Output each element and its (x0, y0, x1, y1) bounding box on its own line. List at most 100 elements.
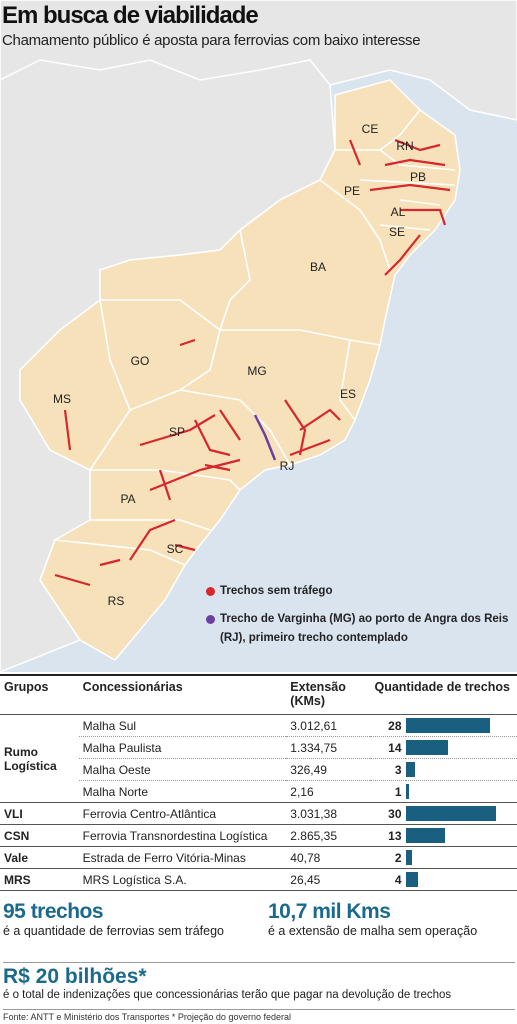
bar-cell (405, 736, 517, 759)
state-borders (54, 109, 456, 566)
state-labels: CE RN PB PE AL SE BA GO MG MS ES SP RJ PA SC RS (53, 122, 426, 608)
bar-cell (405, 868, 517, 891)
column-header: Extensão (KMs) (286, 675, 371, 715)
group-name: Vale (0, 846, 79, 869)
quantidade: 13 (370, 824, 406, 847)
legend-label: Trechos sem tráfego (220, 585, 333, 597)
total-text: é o total de indenizações que concession… (3, 989, 452, 1001)
highlight-text: é a quantidade de ferrovias sem tráfego (3, 924, 224, 938)
table-row: MRS MRS Logística S.A. 26,45 4 (0, 868, 517, 891)
table-row: Vale Estrada de Ferro Vitória-Minas 40,78 2 (0, 846, 517, 869)
quantidade: 3 (370, 758, 406, 781)
quantidade: 1 (370, 780, 406, 803)
extensao: 1.334,75 (286, 736, 371, 759)
highlight-value: 10,7 mil Kms (268, 900, 391, 923)
bar-cell (405, 846, 517, 869)
legend-label: Trecho de Varginha (MG) ao porto de Angr… (220, 613, 509, 644)
legend-swatch (206, 615, 215, 624)
state-label: RS (108, 594, 125, 608)
table-header: Grupos Concessionárias Extensão (KMs) Quant… (0, 675, 517, 715)
extensao: 2,16 (286, 780, 371, 803)
highlight: 95 trechos é a quantidade de ferrovias se… (3, 900, 224, 938)
state-label: RN (396, 139, 413, 153)
subtitle: Chamamento público é aposta para ferrovi… (2, 32, 421, 49)
table-row: VLI Ferrovia Centro-Atlântica 3.031,38 30 (0, 802, 517, 825)
bar (405, 806, 496, 821)
extensao: 3.031,38 (286, 802, 371, 825)
extensao: 3.012,61 (286, 714, 371, 737)
quantidade: 30 (370, 802, 406, 825)
table: Grupos Concessionárias Extensão (KMs) Quant… (0, 674, 517, 891)
state-label: RJ (280, 459, 295, 473)
bar-cell (405, 780, 517, 803)
column-header: Concessionárias (78, 675, 287, 715)
total: R$ 20 bilhões* é o total de indenizações … (3, 962, 515, 1001)
title: Em busca de viabilidade (2, 2, 259, 29)
highlight: 10,7 mil Kms é a extensão de malha sem op… (268, 900, 477, 938)
column-header: Grupos (0, 675, 79, 715)
bar-cell (405, 824, 517, 847)
bar (405, 784, 409, 799)
table-row: Rumo Logística Malha Sul 3.012,61 28 (0, 714, 517, 803)
highlight-text: é a extensão de malha sem operação (268, 924, 478, 938)
legend-item: Trecho de Varginha (MG) ao porto de Angr… (206, 610, 510, 648)
state-label: SP (169, 425, 185, 439)
state-label: PB (410, 170, 426, 184)
concessionaria: Ferrovia Centro-Atlântica (78, 802, 287, 825)
varginha-line (253, 414, 277, 461)
state-label: SC (167, 542, 184, 556)
map: CE RN PB PE AL SE BA GO MG MS ES SP RJ PA SC RS (0, 0, 517, 672)
concessionaria: Estrada de Ferro Vitória-Minas (78, 846, 287, 869)
legend-item: Trechos sem tráfego (206, 582, 510, 601)
extensao: 26,45 (286, 868, 371, 891)
legend-swatch (206, 587, 215, 596)
bar (405, 762, 415, 777)
group-name: VLI (0, 802, 79, 825)
table-row: CSN Ferrovia Transnordestina Logística 2.8… (0, 824, 517, 847)
state-label: ES (340, 387, 356, 401)
concessionaria: Malha Paulista (78, 736, 287, 759)
group-name: MRS (0, 868, 79, 891)
concessionaria: Malha Oeste (78, 758, 287, 781)
footer: Fonte: ANTT e Ministério dos Transportes… (3, 1009, 515, 1022)
highlight-value: 95 trechos (3, 900, 104, 923)
bar (405, 828, 445, 843)
concessionaria: MRS Logística S.A. (78, 868, 287, 891)
state-label: GO (131, 354, 150, 368)
quantidade: 14 (370, 736, 406, 759)
column-header: Quantidade de trechos (370, 675, 517, 715)
extensao: 40,78 (286, 846, 371, 869)
bar-cell (405, 714, 517, 737)
bar (405, 872, 418, 887)
state-label: PE (344, 184, 360, 198)
concessionaria: Ferrovia Transnordestina Logística (78, 824, 287, 847)
rail-lines (54, 138, 451, 587)
bar (405, 718, 490, 733)
state-label: MG (247, 364, 266, 378)
state-label: CE (362, 122, 379, 136)
group-name: CSN (0, 824, 79, 847)
state-label: SE (389, 225, 405, 239)
state-label: BA (310, 260, 326, 274)
extensao: 326,49 (286, 758, 371, 781)
bar-cell (405, 802, 517, 825)
total-value: R$ 20 bilhões* (3, 965, 147, 988)
group-name: Rumo Logística (0, 714, 79, 803)
concessionaria: Malha Sul (78, 714, 287, 737)
table-row: Malha Oeste 326,49 3 (0, 758, 517, 781)
state-label: MS (53, 392, 71, 406)
state-label: PA (120, 492, 135, 506)
extensao: 2.865,35 (286, 824, 371, 847)
bar-cell (405, 758, 517, 781)
table-row: Malha Paulista 1.334,75 14 (0, 736, 517, 759)
quantidade: 4 (370, 868, 406, 891)
brazil (19, 79, 461, 661)
bar (405, 740, 448, 755)
quantidade: 2 (370, 846, 406, 869)
state-label: AL (391, 205, 406, 219)
quantidade: 28 (370, 714, 406, 737)
bar (405, 850, 412, 865)
table-row: Malha Norte 2,16 1 (0, 780, 517, 803)
table-body: Rumo Logística Malha Sul 3.012,61 28 Malha P… (0, 714, 517, 891)
